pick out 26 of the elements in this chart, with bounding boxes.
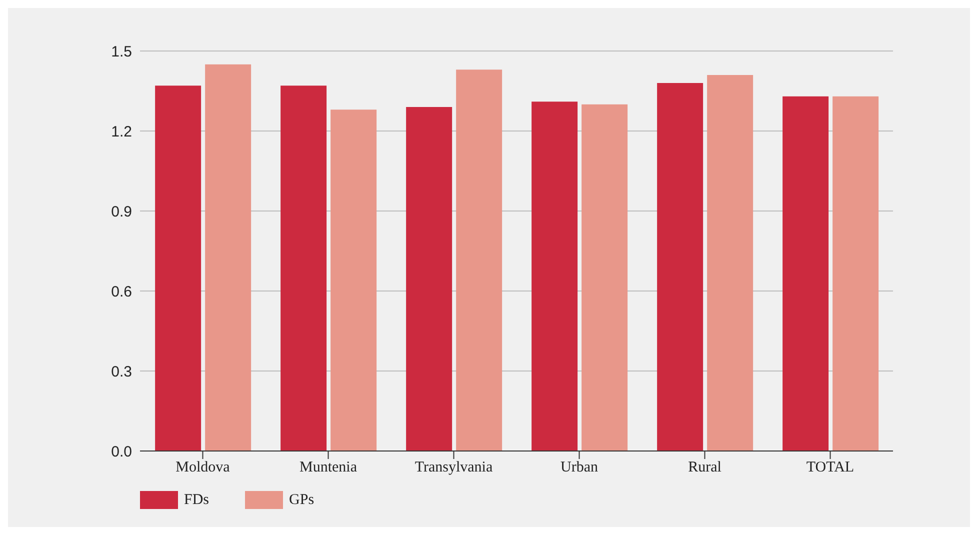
bar bbox=[205, 64, 252, 451]
y-tick-label: 0.6 bbox=[111, 283, 132, 300]
bar bbox=[532, 102, 578, 451]
x-tick-label: Rural bbox=[688, 460, 722, 476]
bar bbox=[406, 107, 452, 451]
y-tick-label: 0.9 bbox=[111, 203, 132, 220]
x-tick-label: Transylvania bbox=[414, 460, 493, 476]
y-tick-label: 0.3 bbox=[111, 363, 132, 380]
x-tick-label: Moldova bbox=[176, 460, 230, 476]
bar bbox=[456, 70, 502, 451]
bar bbox=[832, 96, 879, 451]
bar bbox=[155, 86, 202, 451]
x-tick-label: Muntenia bbox=[300, 460, 358, 476]
x-tick-label: Urban bbox=[560, 460, 598, 476]
legend-label: GPs bbox=[289, 492, 314, 508]
bar bbox=[280, 86, 327, 451]
bar bbox=[657, 83, 704, 451]
x-tick-label: TOTAL bbox=[806, 460, 854, 476]
y-tick-label: 1.2 bbox=[111, 123, 132, 140]
legend-label: FDs bbox=[184, 492, 210, 508]
bar bbox=[707, 75, 754, 451]
bar bbox=[330, 110, 377, 451]
bar bbox=[782, 96, 829, 451]
bar bbox=[582, 104, 628, 451]
y-tick-label: 0.0 bbox=[111, 443, 132, 460]
y-tick-label: 1.5 bbox=[111, 43, 132, 60]
